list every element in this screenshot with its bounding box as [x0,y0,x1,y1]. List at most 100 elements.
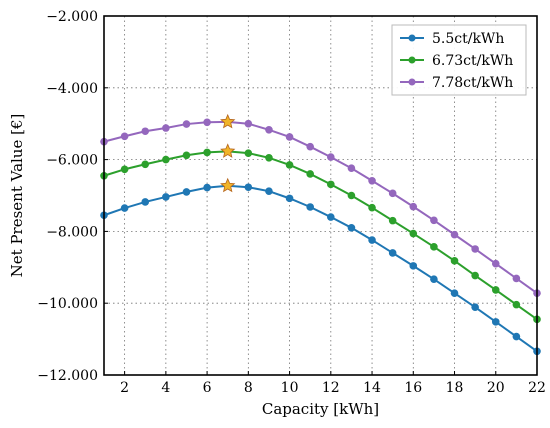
data-point [512,332,521,341]
data-point [306,142,314,151]
data-point [141,160,150,169]
data-point [265,187,273,195]
x-tick-label: 20 [487,380,505,396]
data-point [285,161,294,169]
x-axis-title: Capacity [kWh] [262,400,379,418]
legend-marker [408,78,416,86]
data-point [306,170,314,178]
data-point [450,257,459,265]
y-tick-label: −10.000 [37,296,98,312]
data-point [450,289,459,297]
data-point [182,120,191,128]
data-point [491,318,500,326]
optimum-star-marker [220,113,236,129]
data-point [327,153,335,161]
data-point [368,236,376,244]
data-point [450,230,459,239]
series-2 [100,113,541,297]
data-point [388,216,397,225]
data-point [512,300,521,309]
data-point [327,180,335,189]
x-tick-label: 12 [322,380,340,396]
data-point [430,216,438,225]
data-point [347,224,356,232]
data-point [430,275,438,283]
data-point [409,229,418,238]
data-point [182,151,191,160]
x-tick-label: 22 [528,380,546,396]
data-point [471,303,479,311]
y-tick-label: −8.000 [46,224,98,240]
series-line [103,150,538,321]
y-tick-label: −2.000 [46,9,98,25]
x-tick-label: 18 [446,380,464,396]
data-point [244,183,253,192]
x-tick-label: 4 [161,380,170,396]
optimum-star-marker [220,177,236,193]
data-point [203,183,211,192]
data-point [203,148,211,157]
data-point [471,245,479,253]
data-point [388,189,397,198]
data-point [265,126,273,134]
legend-label: 6.73ct/kWh [432,53,513,69]
data-point [491,259,500,268]
data-point [368,176,376,185]
plot-frame [103,15,538,376]
data-point [430,243,438,251]
y-tick-label: −12.000 [37,368,98,384]
legend-marker [408,56,416,64]
series-line [103,120,538,294]
x-tick-label: 8 [244,380,253,396]
data-point [388,249,397,257]
legend-item: 5.5ct/kWh [400,31,504,47]
legend-label: 5.5ct/kWh [432,31,504,47]
data-point [120,165,129,174]
y-tick-label: −4.000 [46,81,98,97]
series-1 [100,143,541,324]
x-tick-label: 14 [363,380,381,396]
x-tick-label: 2 [120,380,129,396]
series-0 [100,177,541,356]
legend-item: 7.78ct/kWh [400,75,513,91]
data-point [141,198,150,206]
data-point [471,271,479,280]
data-point [244,149,253,157]
x-tick-label: 6 [203,380,212,396]
data-point [182,188,191,196]
data-point [141,127,150,136]
data-point [347,191,356,200]
data-point [120,204,129,212]
data-point [327,213,335,221]
data-point [409,262,418,270]
data-point [120,132,129,141]
optimum-star-marker [220,143,236,158]
legend-marker [408,34,416,42]
series-line [103,184,538,353]
x-axis-ticks: 2 4 6 8 10 12 14 16 18 20 22 [120,371,546,396]
data-point [512,274,521,283]
data-point [285,194,294,203]
data-point [285,133,294,141]
x-tick-label: 16 [404,380,422,396]
y-tick-label: −6.000 [46,153,98,169]
data-point [162,193,170,201]
data-point [265,154,273,162]
data-point [162,124,170,132]
data-point [306,203,314,211]
data-point [409,202,418,211]
x-tick-label: 10 [281,380,299,396]
y-axis-ticks: −12.000 −10.000 −8.000 −6.000 −4.000 −2.000 [37,9,108,384]
data-point [368,203,376,212]
data-point [162,155,170,164]
data-point [491,286,500,294]
data-point [203,118,211,127]
legend-item: 6.73ct/kWh [400,53,513,69]
data-point [347,164,356,173]
series-layer [100,113,541,356]
legend: 5.5ct/kWh 6.73ct/kWh 7.78ct/kWh [391,24,527,96]
data-point [244,119,253,128]
legend-label: 7.78ct/kWh [432,75,513,91]
